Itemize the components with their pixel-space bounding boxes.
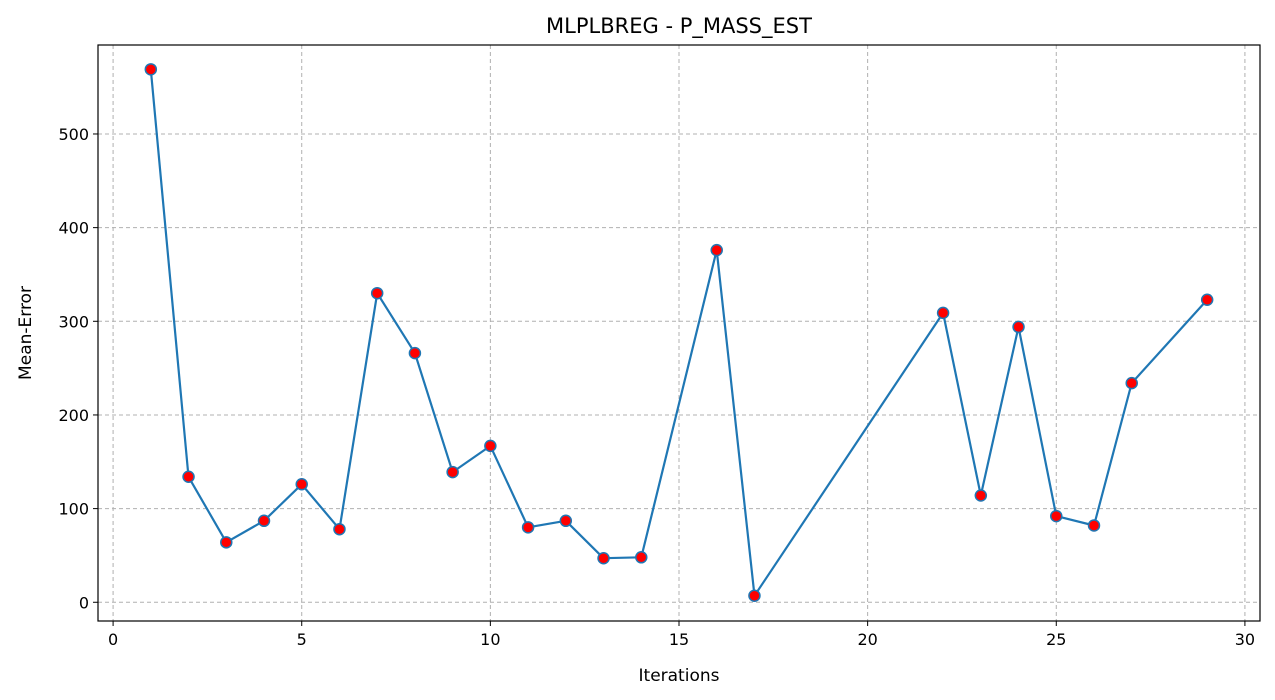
x-tick-label: 20 <box>857 630 877 649</box>
data-point <box>1087 519 1101 532</box>
x-axis-label: Iterations <box>639 666 720 686</box>
data-point <box>295 478 308 491</box>
x-tick-label: 10 <box>480 630 500 649</box>
grid-lines <box>98 45 1260 621</box>
data-point <box>635 551 648 564</box>
y-tick-label: 500 <box>58 125 89 144</box>
data-point <box>1125 376 1138 390</box>
data-point <box>710 243 723 257</box>
data-point <box>220 536 233 549</box>
data-point <box>182 470 195 484</box>
data-point <box>333 522 346 536</box>
y-tick-label: 200 <box>58 406 89 425</box>
x-tick-label: 30 <box>1235 630 1255 649</box>
data-point <box>1200 293 1214 307</box>
data-point <box>1012 320 1025 334</box>
data-point <box>144 63 158 76</box>
data-point <box>370 286 384 300</box>
y-tick-label: 400 <box>58 219 89 238</box>
data-point <box>936 306 950 320</box>
data-point <box>408 346 422 360</box>
data-point <box>1050 509 1063 523</box>
y-tick-label: 100 <box>58 500 89 519</box>
y-tick-label: 0 <box>79 593 89 612</box>
x-tick-label: 25 <box>1046 630 1066 649</box>
data-point <box>484 439 497 453</box>
x-tick-label: 15 <box>669 630 689 649</box>
y-axis-label: Mean-Error <box>16 286 36 380</box>
x-tick-label: 5 <box>297 630 307 649</box>
y-tick-label: 300 <box>58 312 89 331</box>
data-point <box>521 521 535 534</box>
chart-title: MLPLBREG - P_MASS_EST <box>546 14 812 39</box>
data-point <box>257 514 271 528</box>
data-point <box>974 489 988 502</box>
data-point <box>446 465 459 479</box>
data-point <box>597 551 610 565</box>
x-tick-label: 0 <box>108 630 118 649</box>
series-layer <box>144 63 1214 602</box>
data-point <box>748 589 761 602</box>
data-point <box>559 514 573 528</box>
